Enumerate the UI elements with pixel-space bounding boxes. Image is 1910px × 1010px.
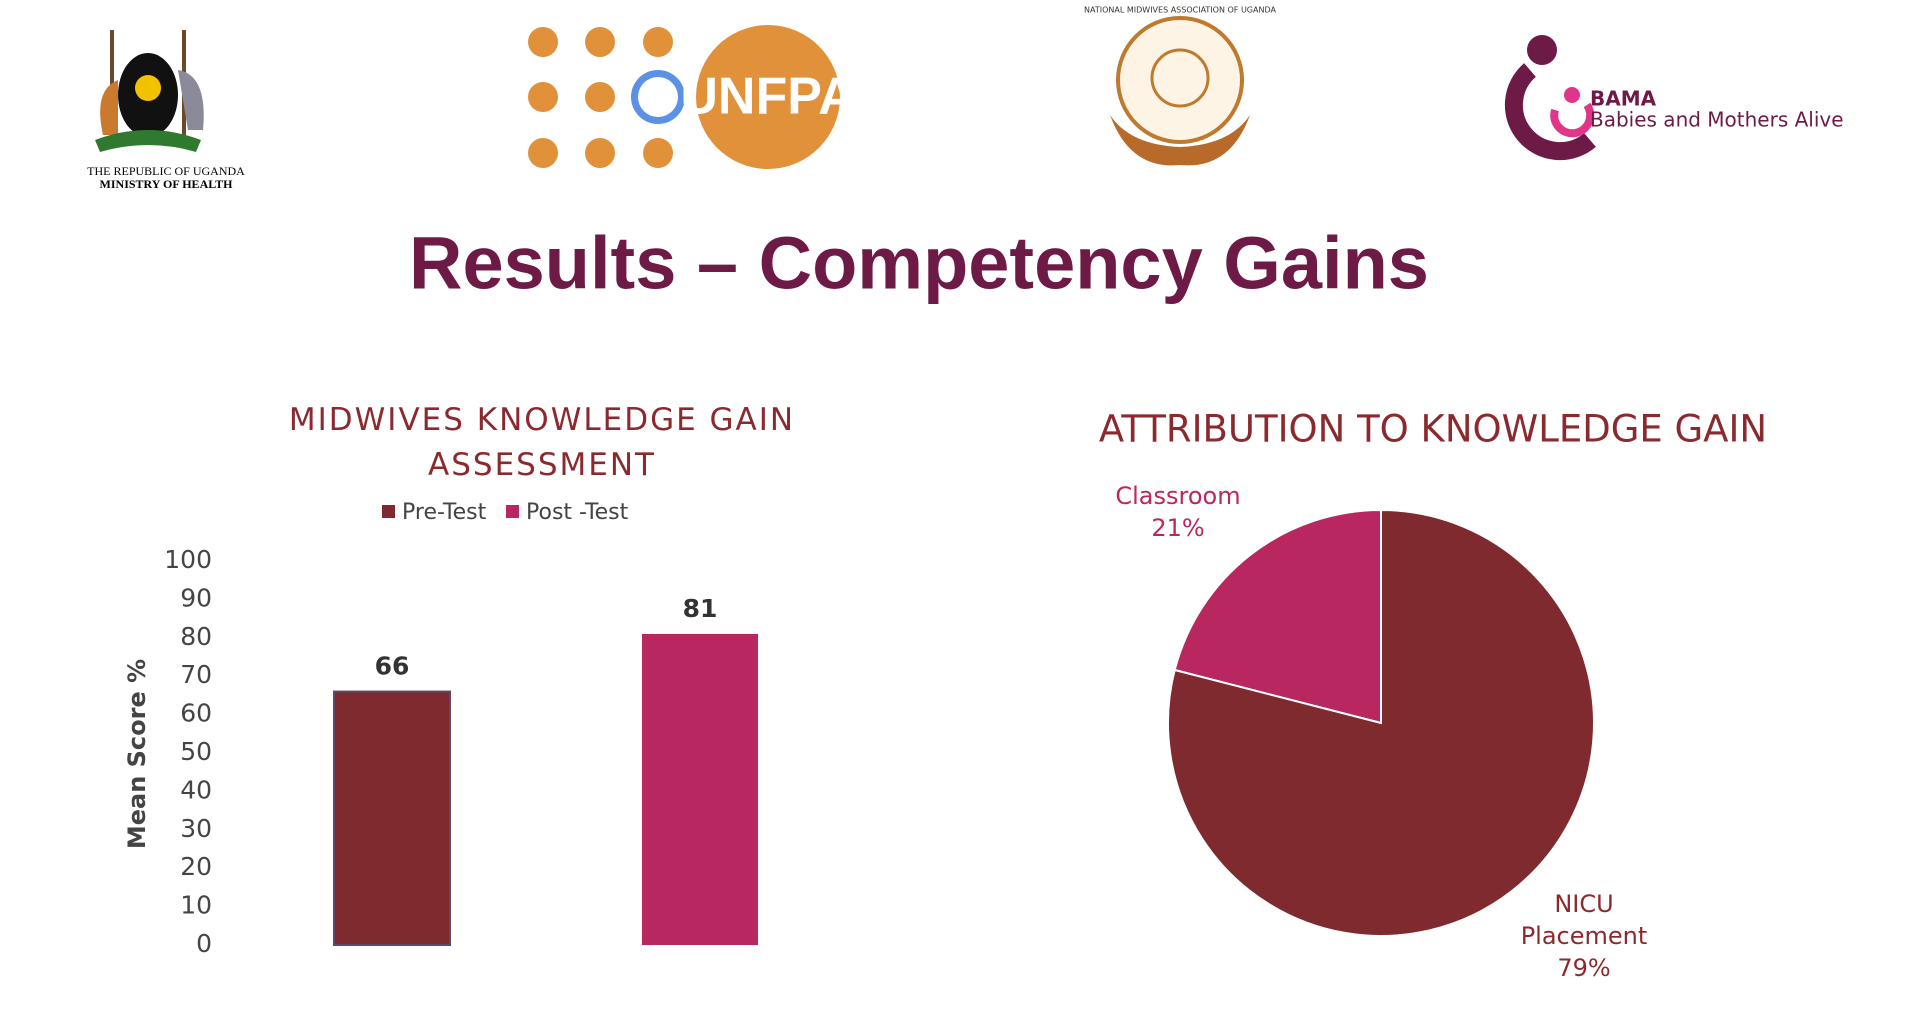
y-tick-label: 30 bbox=[180, 814, 212, 843]
slice-label: NICU Placement bbox=[1520, 890, 1648, 950]
y-tick-label: 70 bbox=[180, 660, 212, 689]
legend-marker bbox=[506, 505, 519, 518]
title-line: MIDWIVES KNOWLEDGE GAIN bbox=[289, 402, 795, 438]
bar bbox=[642, 633, 758, 945]
bama-logo: BAMA Babies and Mothers Alive bbox=[1504, 35, 1844, 161]
logo-text: MINISTRY OF HEALTH bbox=[100, 177, 234, 191]
logo-text: BAMA bbox=[1590, 87, 1657, 111]
slice-value: 21% bbox=[1151, 514, 1205, 542]
y-tick-label: 90 bbox=[180, 583, 212, 612]
slide-title: Results – Competency Gains bbox=[409, 222, 1429, 305]
y-tick-label: 20 bbox=[180, 852, 212, 881]
legend-label: Pre-Test bbox=[402, 500, 487, 525]
nmau-logo: NATIONAL MIDWIVES ASSOCIATION OF UGANDA bbox=[1084, 6, 1276, 166]
y-tick-label: 60 bbox=[180, 699, 212, 728]
y-tick-label: 50 bbox=[180, 737, 212, 766]
y-tick-label: 10 bbox=[180, 891, 212, 920]
chart-title: ATTRIBUTION TO KNOWLEDGE GAIN bbox=[1099, 408, 1767, 451]
logo-text: NATIONAL MIDWIVES ASSOCIATION OF UGANDA bbox=[1084, 6, 1276, 15]
title-line: ASSESSMENT bbox=[428, 447, 656, 483]
slice-label: Classroom bbox=[1115, 482, 1241, 510]
legend-marker bbox=[382, 505, 395, 518]
y-axis-label: Mean Score % bbox=[123, 659, 151, 849]
unfpa-logo: UNFPA bbox=[528, 25, 856, 169]
y-tick-label: 40 bbox=[180, 775, 212, 804]
chart-title: MIDWIVES KNOWLEDGE GAIN ASSESSMENT bbox=[289, 402, 795, 483]
y-tick-label: 100 bbox=[164, 545, 212, 574]
legend-label: Post -Test bbox=[526, 500, 629, 525]
logo-text: THE REPUBLIC OF UGANDA bbox=[87, 164, 245, 178]
bar bbox=[333, 690, 451, 946]
pie-slice bbox=[1167, 508, 1595, 937]
data-label: 66 bbox=[375, 652, 410, 681]
y-tick-label: 80 bbox=[180, 622, 212, 651]
logo-text: UNFPA bbox=[680, 68, 855, 126]
logo-text: Babies and Mothers Alive bbox=[1590, 108, 1844, 132]
y-tick-label: 0 bbox=[196, 929, 212, 958]
uganda-logo: THE REPUBLIC OF UGANDA MINISTRY OF HEALT… bbox=[87, 30, 245, 191]
pie-slice bbox=[1173, 508, 1382, 725]
slice-value: 79% bbox=[1557, 954, 1611, 982]
data-label: 81 bbox=[683, 594, 718, 623]
